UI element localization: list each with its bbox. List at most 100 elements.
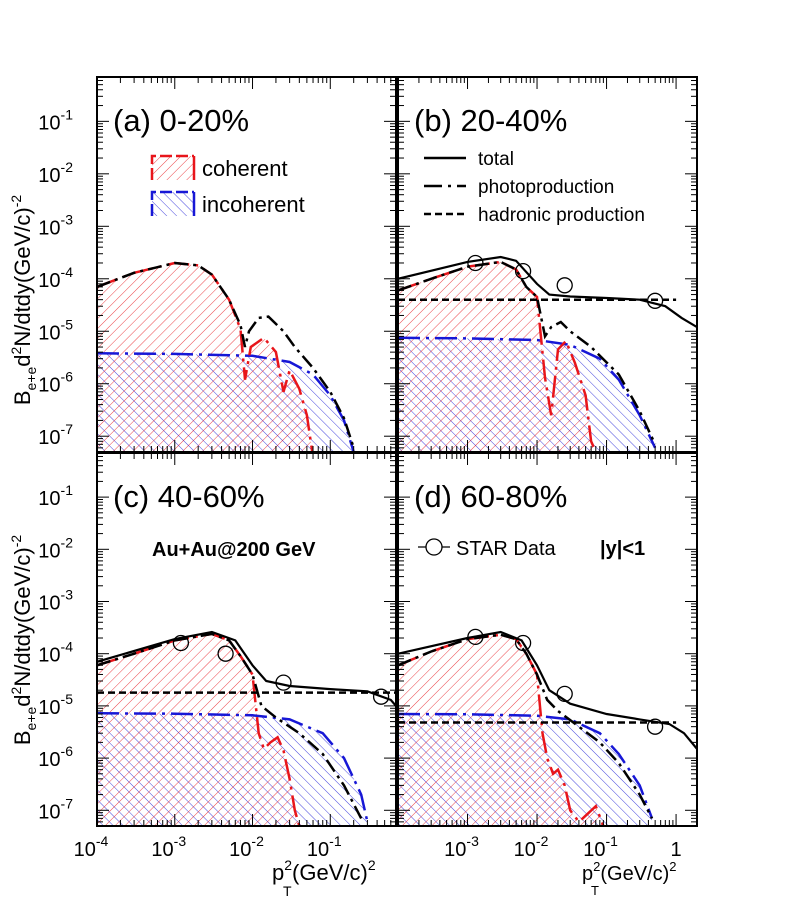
star-data-point (172, 634, 190, 652)
panel-frame (397, 452, 698, 827)
star-data-point (372, 688, 390, 705)
x-tick-label-exp: -4 (96, 833, 109, 849)
y-tick-label-exp: -6 (61, 369, 74, 385)
y-tick-label-exp: -5 (61, 691, 74, 707)
x-axis-label-right-sub: T (591, 883, 599, 898)
rapidity-label: |y|<1 (600, 538, 645, 560)
y-tick-label-base: 10 (38, 749, 60, 771)
y-tick-label: 10-4 (38, 639, 73, 667)
legend-incoherent-swatch (152, 192, 194, 216)
x-tick-label-base: 10 (229, 839, 251, 861)
y-tick-label-exp: -5 (61, 316, 74, 332)
coherent-fill (398, 634, 604, 826)
x-tick-label-base: 10 (74, 839, 96, 861)
star-data-point (275, 674, 292, 691)
incoherent-line (97, 712, 369, 823)
y-tick-label: 10-3 (38, 211, 73, 239)
y-tick-label-base: 10 (38, 697, 60, 719)
y-axis-label-top: Be+ed2N/dtdy(GeV/c)-2 (8, 195, 39, 406)
x-tick-label: 10-2 (229, 833, 264, 861)
y-tick-label-exp: -3 (61, 587, 74, 603)
y-tick-label-base: 10 (38, 645, 60, 667)
y-tick-label-exp: -7 (61, 795, 74, 811)
y-tick-label-exp: -3 (61, 211, 74, 227)
y-tick-label: 10-6 (38, 743, 73, 771)
total-line (97, 630, 396, 707)
x-tick-label: 10-1 (583, 833, 618, 861)
y-tick-label-exp: -4 (61, 264, 74, 280)
coherent-fill (97, 263, 313, 452)
panel-3: 10-3 10-2 10-1 1(d) 60-80% (397, 452, 698, 861)
legend-coherent-label: coherent (202, 156, 288, 181)
star-data-point (646, 718, 664, 735)
legend-data-label: STAR Data (456, 538, 557, 560)
y-tick-label-base: 10 (38, 488, 60, 510)
incoherent-line (398, 712, 654, 819)
star-data-point (467, 628, 484, 646)
star-data-point (556, 685, 573, 703)
y-tick-label-base: 10 (38, 540, 60, 562)
coherent-fill (398, 261, 596, 452)
y-tick-label: 10-3 (38, 587, 73, 615)
total-line (398, 630, 697, 750)
panel-label: (d) 60-80% (414, 479, 567, 514)
legend-coherent-edge (150, 154, 194, 180)
x-tick-label: 10-3 (444, 833, 479, 861)
panel-3-plot (398, 628, 697, 826)
x-axis-label-right: p2(GeV/c)2 (582, 859, 677, 885)
coherent-fill (97, 633, 300, 826)
legend-coherent-swatch (152, 156, 194, 180)
x-tick-label-base: 10 (583, 839, 605, 861)
y-tick-label-base: 10 (38, 217, 60, 239)
y-tick-label-exp: -6 (61, 743, 74, 759)
y-tick-label: 10-4 (38, 264, 73, 292)
y-axis-label-bottom: Be+ed2N/dtdy(GeV/c)-2 (8, 535, 39, 746)
panel-0-plot (97, 261, 355, 452)
x-tick-label: 1 (671, 839, 682, 861)
legend-solid-label: total (478, 149, 514, 170)
x-tick-label-base: 10 (444, 839, 466, 861)
star-data-point (217, 645, 234, 662)
y-tick-label: 10-1 (38, 106, 73, 134)
panels-layer: 10-710-610-510-410-310-210-1 (a) 0-20% (b)… (38, 76, 698, 861)
y-tick-label: 10-1 (38, 482, 73, 510)
panel-1: (b) 20-40% (397, 76, 698, 453)
star-data-point (646, 292, 664, 309)
panel-label: (c) 40-60% (113, 479, 265, 514)
x-tick-label-exp: -3 (466, 833, 479, 849)
panel-label: (b) 20-40% (414, 103, 567, 138)
y-tick-label: 10-7 (38, 421, 73, 449)
x-axis-label-left: p2(GeV/c)2 (272, 857, 376, 885)
x-tick-label-base: 10 (514, 839, 536, 861)
x-tick-label: 10-3 (151, 833, 186, 861)
star-data-point (556, 277, 573, 294)
x-tick-label-exp: -3 (174, 833, 187, 849)
y-tick-label-exp: -2 (61, 159, 74, 175)
incoherent-line (398, 336, 657, 449)
y-tick-label: 10-5 (38, 691, 73, 719)
x-tick-label: 10-4 (74, 833, 109, 861)
y-tick-label-exp: -1 (61, 106, 74, 122)
legend-incoherent-edge (150, 190, 194, 216)
y-tick-label: 10-6 (38, 369, 73, 397)
x-tick-label-exp: -2 (251, 833, 264, 849)
legend-dashed-label: hadronic production (478, 205, 645, 226)
y-tick-label-base: 10 (38, 270, 60, 292)
panel-label: (a) 0-20% (113, 103, 249, 138)
x-tick-label-exp: -1 (605, 833, 618, 849)
photoproduction-line (97, 261, 355, 449)
x-tick-label-base: 10 (307, 839, 329, 861)
legend-dashdot-label: photoproduction (478, 177, 614, 198)
y-tick-label-exp: -1 (61, 482, 74, 498)
legend-data-marker (425, 538, 443, 556)
x-tick-label: 10-2 (514, 833, 549, 861)
y-tick-label-exp: -7 (61, 421, 74, 437)
star-data-point (467, 254, 484, 272)
legend-incoherent-label: incoherent (202, 192, 305, 217)
total-line (398, 255, 697, 329)
collision-label: Au+Au@200 GeV (152, 539, 316, 561)
y-tick-label-base: 10 (38, 112, 60, 134)
star-data-point (514, 634, 532, 652)
panel-0: 10-710-610-510-410-310-210-1 (a) 0-20% (38, 76, 397, 453)
